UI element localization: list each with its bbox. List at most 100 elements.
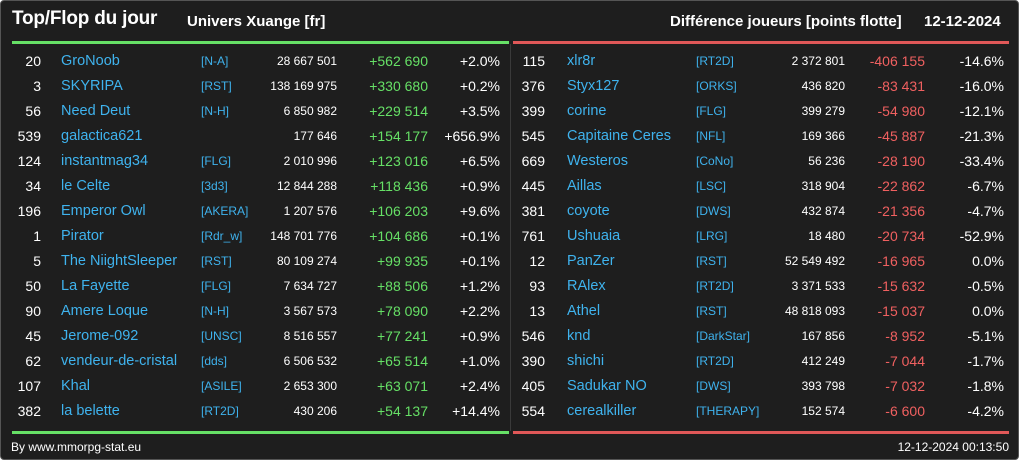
player-points: 80 109 274	[276, 254, 337, 268]
player-name-link[interactable]: instantmag34	[61, 153, 149, 169]
top-row: 90 Amere Loque [N-H] 3 567 573 +78 090 +2.2%	[1, 299, 510, 324]
percent-change: -16.0%	[959, 78, 1004, 94]
player-points: 48 818 093	[784, 304, 845, 318]
alliance-tag-link[interactable]: [DarkStar]	[696, 329, 751, 343]
player-points: 3 371 533	[791, 279, 845, 293]
player-points: 2 653 300	[283, 379, 337, 393]
player-rank: 12	[529, 253, 545, 269]
player-name-link[interactable]: knd	[567, 328, 591, 344]
player-name-link[interactable]: RAlex	[567, 278, 606, 294]
player-rank: 34	[25, 178, 41, 194]
alliance-tag-link[interactable]: [RT2D]	[696, 354, 734, 368]
alliance-tag-link[interactable]: [RST]	[696, 254, 727, 268]
alliance-tag-link[interactable]: [DWS]	[696, 379, 731, 393]
player-name-link[interactable]: Styx127	[567, 78, 620, 94]
top-row: 45 Jerome-092 [UNSC] 8 516 557 +77 241 +0.9%	[1, 324, 510, 349]
player-name-link[interactable]: vendeur-de-cristal	[61, 353, 178, 369]
points-difference: +104 686	[369, 228, 428, 244]
alliance-tag-link[interactable]: [DWS]	[696, 204, 731, 218]
alliance-tag-link[interactable]: [3d3]	[201, 179, 228, 193]
points-difference: -15 037	[877, 303, 925, 319]
percent-change: 0.0%	[972, 253, 1004, 269]
player-rank: 399	[521, 103, 545, 119]
player-name-link[interactable]: coyote	[567, 203, 610, 219]
universe-subtitle: Univers Xuange [fr]	[187, 13, 326, 30]
player-name-link[interactable]: Westeros	[567, 153, 628, 169]
player-rank: 546	[521, 328, 545, 344]
player-name-link[interactable]: shichi	[567, 353, 605, 369]
alliance-tag-link[interactable]: [NFL]	[696, 129, 726, 143]
alliance-tag-link[interactable]: [UNSC]	[201, 329, 242, 343]
alliance-tag-link[interactable]: [N-H]	[201, 104, 229, 118]
top-row: 5 The NiightSleeper [RST] 80 109 274 +99 935…	[1, 249, 510, 274]
alliance-tag-link[interactable]: [THERAPY]	[696, 404, 760, 418]
player-name-link[interactable]: Capitaine Ceres	[567, 128, 671, 144]
player-points: 399 279	[801, 104, 845, 118]
player-name-link[interactable]: Amere Loque	[61, 303, 149, 319]
player-name-link[interactable]: PanZer	[567, 253, 615, 269]
alliance-tag-link[interactable]: [RT2D]	[201, 404, 239, 418]
alliance-tag-link[interactable]: [FLG]	[201, 279, 232, 293]
player-name-link[interactable]: cerealkiller	[567, 403, 637, 419]
player-name-link[interactable]: Aillas	[567, 178, 602, 194]
alliance-tag-link[interactable]: [LRG]	[696, 229, 728, 243]
alliance-tag-link[interactable]: [RT2D]	[696, 54, 734, 68]
player-name-link[interactable]: Sadukar NO	[567, 378, 647, 394]
player-points: 169 366	[801, 129, 845, 143]
alliance-tag-link[interactable]: [AKERA]	[201, 204, 249, 218]
percent-change: +2.0%	[459, 53, 500, 69]
player-rank: 115	[522, 53, 545, 69]
alliance-tag-link[interactable]: [ORKS]	[696, 79, 737, 93]
player-name-link[interactable]: Khal	[61, 378, 91, 394]
alliance-tag-link[interactable]: [N-A]	[201, 54, 229, 68]
points-difference: +123 016	[369, 153, 428, 169]
points-difference: -7 044	[885, 353, 925, 369]
alliance-tag-link[interactable]: [RST]	[696, 304, 727, 318]
player-name-link[interactable]: corine	[567, 103, 607, 119]
player-name-link[interactable]: Ushuaia	[567, 228, 621, 244]
player-points: 3 567 573	[283, 304, 337, 318]
player-points: 152 574	[801, 404, 845, 418]
alliance-tag-link[interactable]: [RST]	[201, 254, 232, 268]
points-difference: +562 690	[369, 53, 428, 69]
player-name-link[interactable]: The NiightSleeper	[61, 253, 178, 269]
player-rank: 56	[25, 103, 41, 119]
player-name-link[interactable]: Pirator	[61, 228, 104, 244]
alliance-tag-link[interactable]: [CoNo]	[696, 154, 734, 168]
player-name-link[interactable]: la belette	[61, 403, 120, 419]
alliance-tag-link[interactable]: [N-H]	[201, 304, 229, 318]
player-name-link[interactable]: Need Deut	[61, 103, 131, 119]
player-points: 318 904	[801, 179, 845, 193]
player-name-link[interactable]: SKYRIPA	[61, 78, 123, 94]
alliance-tag-link[interactable]: [RT2D]	[696, 279, 734, 293]
top-divider-top	[12, 41, 509, 44]
player-name-link[interactable]: Emperor Owl	[61, 203, 146, 219]
player-name-link[interactable]: Athel	[567, 303, 601, 319]
top-row: 56 Need Deut [N-H] 6 850 982 +229 514 +3.5%	[1, 99, 510, 124]
alliance-tag-link[interactable]: [Rdr_w]	[201, 229, 243, 243]
flop-row: 12 PanZer [RST] 52 549 492 -16 965 0.0%	[1, 249, 1019, 274]
points-difference: -16 965	[877, 253, 925, 269]
player-name-link[interactable]: galactica621	[61, 128, 143, 144]
alliance-tag-link[interactable]: [RST]	[201, 79, 232, 93]
player-name-link[interactable]: La Fayette	[61, 278, 130, 294]
percent-change: -6.7%	[967, 178, 1004, 194]
player-rank: 93	[529, 278, 545, 294]
alliance-tag-link[interactable]: [FLG]	[201, 154, 232, 168]
alliance-tag-link[interactable]: [ASILE]	[201, 379, 242, 393]
flop-row: 93 RAlex [RT2D] 3 371 533 -15 632 -0.5%	[1, 274, 1019, 299]
player-name-link[interactable]: le Celte	[61, 178, 111, 194]
player-rank: 539	[17, 128, 41, 144]
player-name-link[interactable]: Jerome-092	[61, 328, 139, 344]
alliance-tag-link[interactable]: [FLG]	[696, 104, 727, 118]
flop-divider-top	[513, 41, 1009, 44]
alliance-tag-link[interactable]: [dds]	[201, 354, 228, 368]
alliance-tag-link[interactable]: [LSC]	[696, 179, 727, 193]
player-points: 28 667 501	[276, 54, 337, 68]
player-rank: 1	[33, 228, 41, 244]
player-rank: 669	[521, 153, 545, 169]
player-points: 7 634 727	[283, 279, 337, 293]
top-row: 50 La Fayette [FLG] 7 634 727 +88 506 +1.2%	[1, 274, 510, 299]
player-name-link[interactable]: GroNoob	[61, 53, 120, 69]
player-name-link[interactable]: xlr8r	[567, 53, 596, 69]
